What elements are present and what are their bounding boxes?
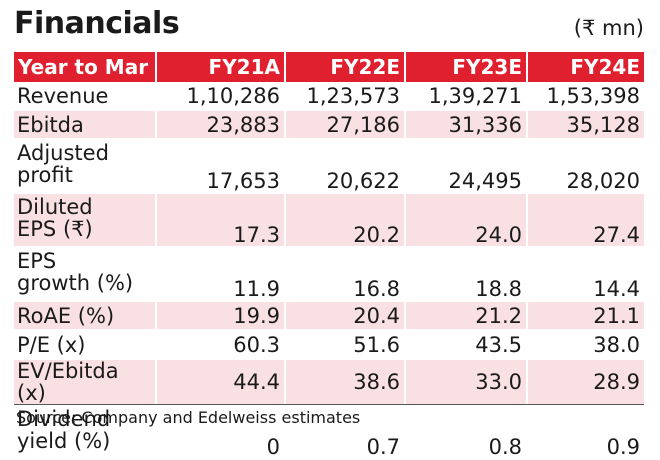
cell-value: 51.6 — [284, 330, 405, 360]
row-label: Revenue — [14, 82, 156, 111]
cell-value: 18.8 — [404, 247, 527, 302]
header-row: Year to Mar FY21A FY22E FY23E FY24E — [14, 52, 644, 82]
header-fy21a: FY21A — [155, 52, 285, 82]
cell-value: 11.9 — [155, 247, 285, 302]
cell-value: 28.9 — [526, 359, 644, 406]
row-eps-growth: EPS growth (%) 11.9 16.8 18.8 14.4 — [14, 247, 644, 302]
row-adjusted-profit: Adjusted profit 17,653 20,622 24,495 28,0… — [14, 139, 644, 194]
cell-value: 27.4 — [526, 193, 644, 248]
row-label: RoAE (%) — [14, 301, 156, 331]
row-ev-ebitda: EV/Ebitda (x) 44.4 38.6 33.0 28.9 — [14, 359, 644, 406]
cell-value: 0.8 — [404, 405, 527, 460]
header-fy23e: FY23E — [404, 52, 527, 82]
cell-value: 35,128 — [526, 110, 644, 140]
row-ebitda: Ebitda 23,883 27,186 31,336 35,128 — [14, 110, 644, 140]
cell-value: 44.4 — [155, 359, 285, 406]
cell-value: 0.9 — [526, 405, 644, 460]
row-revenue: Revenue 1,10,286 1,23,573 1,39,271 1,53,… — [14, 82, 644, 111]
cell-value: 1,23,573 — [284, 82, 405, 111]
cell-value: 17,653 — [155, 139, 285, 194]
cell-value: 21.1 — [526, 301, 644, 331]
row-label: EV/Ebitda (x) — [14, 359, 156, 406]
cell-value: 43.5 — [404, 330, 527, 360]
row-label: EPS growth (%) — [14, 247, 156, 302]
cell-value: 24.0 — [404, 193, 527, 248]
row-label: Adjusted profit — [14, 139, 156, 194]
header-fy22e: FY22E — [284, 52, 405, 82]
cell-value: 21.2 — [404, 301, 527, 331]
cell-value: 1,39,271 — [404, 82, 527, 111]
row-label: Diluted EPS (₹) — [14, 193, 156, 248]
cell-value: 31,336 — [404, 110, 527, 140]
cell-value: 1,53,398 — [526, 82, 644, 111]
cell-value: 20.4 — [284, 301, 405, 331]
financials-table: Year to Mar FY21A FY22E FY23E FY24E Reve… — [14, 52, 644, 460]
row-label: Ebitda — [14, 110, 156, 140]
row-pe: P/E (x) 60.3 51.6 43.5 38.0 — [14, 330, 644, 360]
cell-value: 33.0 — [404, 359, 527, 406]
cell-value: 60.3 — [155, 330, 285, 360]
cell-value: 27,186 — [284, 110, 405, 140]
cell-value: 23,883 — [155, 110, 285, 140]
table-title: Financials — [14, 6, 180, 41]
cell-value: 24,495 — [404, 139, 527, 194]
cell-value: 38.0 — [526, 330, 644, 360]
unit-label: (₹ mn) — [573, 16, 644, 40]
cell-value: 20.2 — [284, 193, 405, 248]
cell-value: 17.3 — [155, 193, 285, 248]
cell-value: 19.9 — [155, 301, 285, 331]
cell-value: 20,622 — [284, 139, 405, 194]
financials-card: Financials (₹ mn) Year to Mar FY21A FY22… — [14, 6, 644, 460]
cell-value: 1,10,286 — [155, 82, 285, 111]
cell-value: 14.4 — [526, 247, 644, 302]
row-label: P/E (x) — [14, 330, 156, 360]
source-divider — [14, 404, 644, 405]
cell-value: 28,020 — [526, 139, 644, 194]
header-fy24e: FY24E — [526, 52, 644, 82]
cell-value: 38.6 — [284, 359, 405, 406]
cell-value: 16.8 — [284, 247, 405, 302]
row-roae: RoAE (%) 19.9 20.4 21.2 21.1 — [14, 301, 644, 331]
header-year: Year to Mar — [14, 52, 156, 82]
source-note: Source: Company and Edelweiss estimates — [16, 408, 361, 427]
row-diluted-eps: Diluted EPS (₹) 17.3 20.2 24.0 27.4 — [14, 193, 644, 248]
